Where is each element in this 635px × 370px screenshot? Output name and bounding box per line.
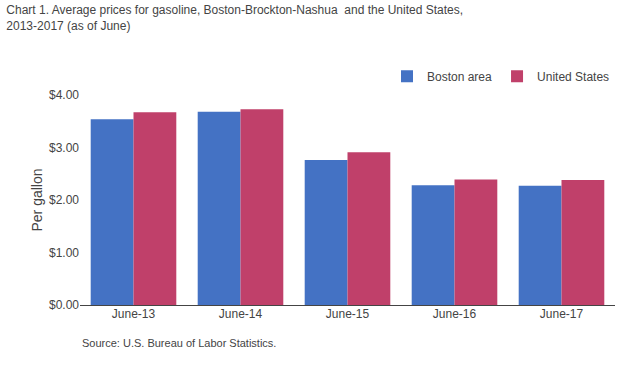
svg-text:Per gallon: Per gallon	[29, 168, 45, 231]
svg-text:June-13: June-13	[112, 307, 156, 321]
svg-text:June-16: June-16	[433, 307, 477, 321]
svg-text:$1.00: $1.00	[49, 246, 79, 260]
svg-text:$3.00: $3.00	[49, 141, 79, 155]
svg-text:$4.00: $4.00	[49, 88, 79, 102]
svg-text:June-15: June-15	[326, 307, 370, 321]
svg-text:United States: United States	[537, 70, 609, 84]
svg-text:Source: U.S. Bureau of Labor S: Source: U.S. Bureau of Labor Statistics.	[82, 337, 276, 349]
svg-text:$0.00: $0.00	[49, 298, 79, 312]
svg-text:Boston area: Boston area	[427, 70, 492, 84]
svg-text:Chart 1. Average prices for ga: Chart 1. Average prices for gasoline, Bo…	[6, 3, 463, 33]
svg-text:June-14: June-14	[219, 307, 263, 321]
svg-text:June-17: June-17	[540, 307, 584, 321]
svg-text:$2.00: $2.00	[49, 193, 79, 207]
